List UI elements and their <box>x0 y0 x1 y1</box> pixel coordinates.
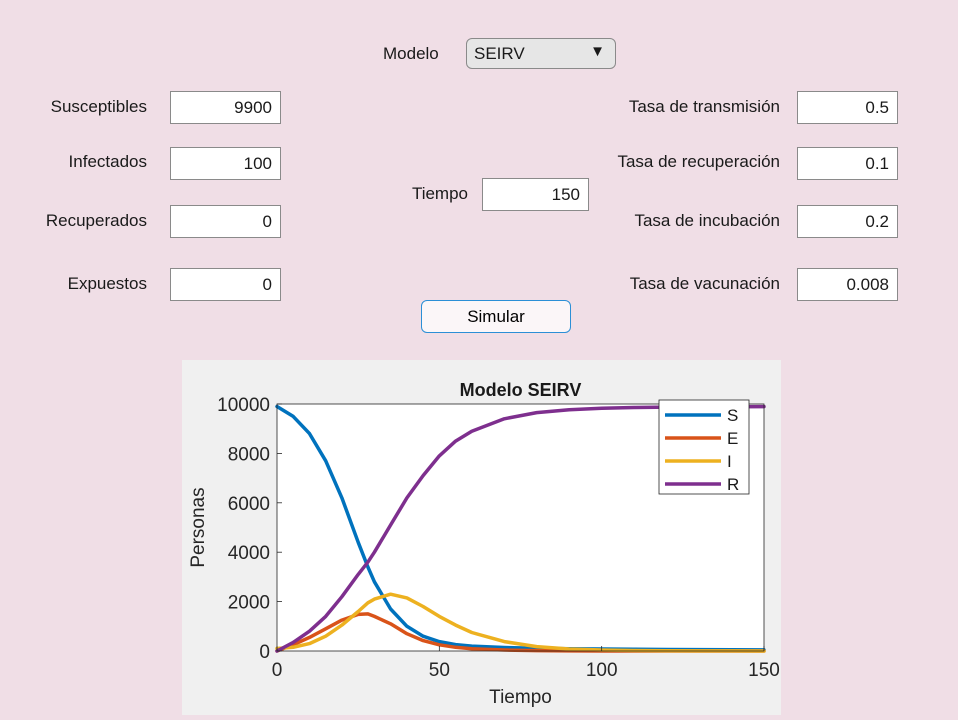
tasa-recuperacion-field[interactable] <box>797 147 898 180</box>
legend-label-r: R <box>727 475 739 494</box>
infectados-label: Infectados <box>68 152 147 171</box>
tiempo-label: Tiempo <box>411 184 468 203</box>
y-tick-label: 6000 <box>228 494 270 515</box>
x-tick-label: 100 <box>586 660 618 681</box>
infectados-field[interactable] <box>170 147 281 180</box>
tasa-vacunacion-label: Tasa de vacunación <box>629 274 780 293</box>
recuperados-label: Recuperados <box>45 211 147 230</box>
x-tick-label: 50 <box>429 660 450 681</box>
recuperados-field[interactable] <box>170 205 281 238</box>
susceptibles-field[interactable] <box>170 91 281 124</box>
y-tick-label: 10000 <box>217 395 270 416</box>
tasa-transmision-label: Tasa de transmisión <box>628 97 780 116</box>
x-tick-label: 150 <box>748 660 780 681</box>
tasa-transmision-field[interactable] <box>797 91 898 124</box>
legend-label-s: S <box>727 406 738 425</box>
tasa-incubacion-field[interactable] <box>797 205 898 238</box>
chevron-down-icon: ▼ <box>590 43 605 60</box>
y-tick-label: 0 <box>259 642 270 663</box>
tasa-recuperacion-label: Tasa de recuperación <box>617 152 780 171</box>
y-tick-label: 2000 <box>228 593 270 614</box>
chart-legend: SEIR <box>658 399 750 495</box>
model-label: Modelo <box>383 44 439 63</box>
tasa-incubacion-label: Tasa de incubación <box>634 211 780 230</box>
tiempo-field[interactable] <box>482 178 589 211</box>
chart-panel: 0 50 100 150 0 2000 4000 6000 8000 10000 Modelo S… <box>182 360 781 715</box>
simular-button[interactable]: Simular <box>421 300 571 333</box>
y-axis-label: Personas <box>188 487 209 567</box>
susceptibles-label: Susceptibles <box>50 97 147 116</box>
plot-frame <box>276 403 765 652</box>
expuestos-field[interactable] <box>170 268 281 301</box>
model-dropdown-value: SEIRV <box>474 44 525 63</box>
series-line-i <box>275 592 766 653</box>
chart-title: Modelo SEIRV <box>460 380 582 400</box>
seirv-chart: 0 50 100 150 0 2000 4000 6000 8000 10000 Modelo S… <box>188 380 780 708</box>
tasa-vacunacion-field[interactable] <box>797 268 898 301</box>
model-dropdown[interactable]: SEIRV ▼ <box>466 38 616 69</box>
expuestos-label: Expuestos <box>67 274 147 293</box>
legend-label-e: E <box>727 429 738 448</box>
x-tick-label: 0 <box>272 660 283 681</box>
x-axis-label: Tiempo <box>489 687 552 708</box>
y-tick-label: 4000 <box>228 543 270 564</box>
y-tick-label: 8000 <box>228 444 270 465</box>
legend-label-i: I <box>727 452 732 471</box>
series-line-r <box>275 404 766 653</box>
